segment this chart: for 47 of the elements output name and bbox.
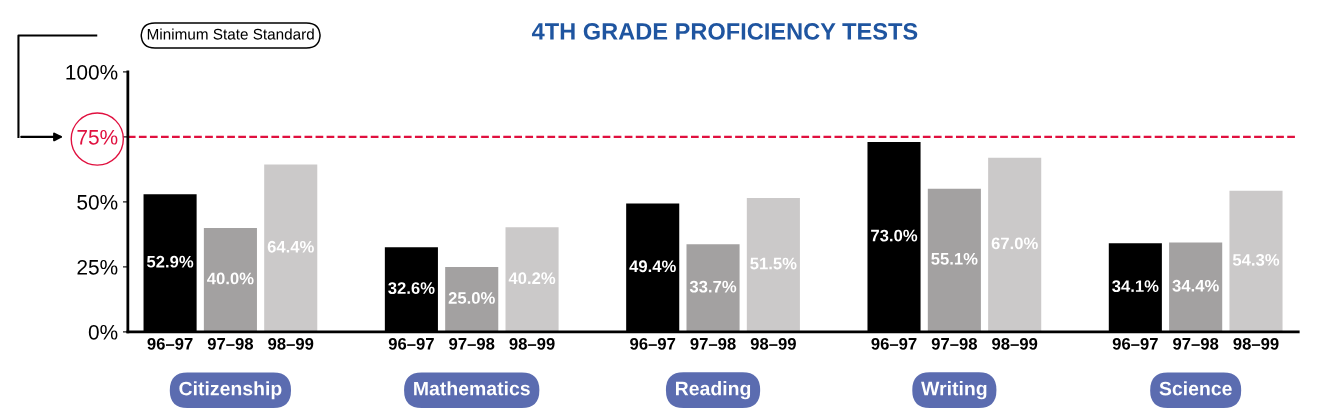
data-label: 34.1% bbox=[1112, 280, 1159, 293]
text: Reading bbox=[675, 381, 751, 400]
x-tick-label: 97–98 bbox=[207, 337, 254, 350]
data-label: 55.1% bbox=[931, 252, 978, 265]
text: Writing bbox=[921, 381, 987, 400]
bar bbox=[264, 164, 318, 332]
y-tick-label: 100% bbox=[66, 64, 118, 80]
data-label: 40.0% bbox=[207, 272, 254, 285]
bar bbox=[746, 197, 800, 332]
data-label: 73.0% bbox=[871, 229, 918, 242]
bar bbox=[203, 227, 257, 332]
bar bbox=[505, 227, 559, 332]
x-tick-label: 96–97 bbox=[871, 337, 917, 350]
text: Minimum State Standard bbox=[147, 28, 314, 40]
text: Science bbox=[1159, 381, 1232, 396]
bar bbox=[445, 266, 499, 332]
x-tick-label: 97–98 bbox=[1173, 337, 1219, 350]
data-label: 34.4% bbox=[1172, 279, 1219, 292]
text: Mathematics bbox=[414, 381, 530, 396]
x-tick-label: 98–99 bbox=[268, 337, 314, 350]
y-tick-label: 25% bbox=[77, 259, 118, 275]
bar bbox=[686, 244, 740, 332]
y-tick-label: 0% bbox=[88, 324, 118, 340]
x-tick-label: 97–98 bbox=[931, 337, 978, 350]
x-tick-label: 96–97 bbox=[630, 337, 676, 350]
bar bbox=[927, 188, 981, 332]
x-tick-label: 98–99 bbox=[992, 337, 1038, 350]
x-tick-label: 96–97 bbox=[388, 337, 434, 350]
x-tick-label: 96–97 bbox=[1112, 337, 1158, 350]
y-tick-label: 75% bbox=[77, 129, 118, 145]
data-label: 32.6% bbox=[388, 282, 435, 295]
bar bbox=[988, 157, 1042, 332]
x-tick-label: 98–99 bbox=[750, 337, 796, 350]
data-label: 25.0% bbox=[448, 292, 495, 304]
y-tick-label: 50% bbox=[77, 194, 118, 210]
x-tick-label: 97–98 bbox=[690, 337, 736, 350]
chart-title: 4TH GRADE PROFICIENCY TESTS bbox=[531, 23, 918, 40]
data-label: 49.4% bbox=[629, 260, 676, 273]
text: Citizenship bbox=[179, 381, 282, 400]
x-tick-label: 97–98 bbox=[449, 337, 495, 350]
x-tick-label: 98–99 bbox=[1233, 337, 1279, 350]
bar bbox=[1169, 242, 1223, 332]
bar bbox=[1229, 190, 1283, 332]
x-tick-label: 96–97 bbox=[147, 337, 193, 350]
data-label: 52.9% bbox=[146, 255, 194, 268]
x-tick-label: 98–99 bbox=[509, 337, 555, 350]
data-label: 33.7% bbox=[689, 280, 737, 293]
